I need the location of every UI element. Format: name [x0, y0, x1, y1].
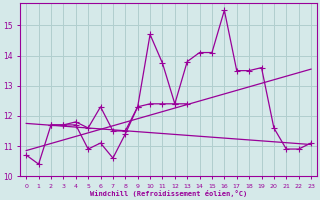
- X-axis label: Windchill (Refroidissement éolien,°C): Windchill (Refroidissement éolien,°C): [90, 190, 247, 197]
